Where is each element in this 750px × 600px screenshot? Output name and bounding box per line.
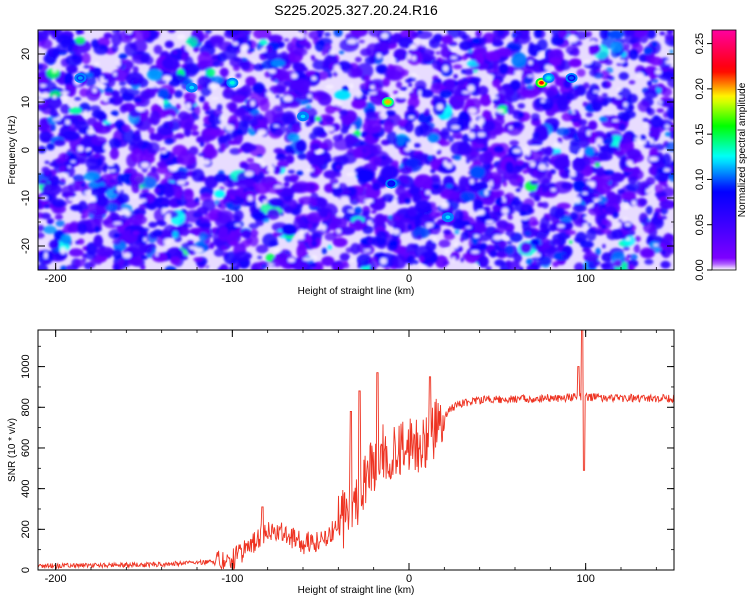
spectrogram-hotspot [441, 212, 454, 223]
spectrogram-blobs [38, 30, 674, 270]
snr-x-tick-label: -200 [45, 573, 67, 585]
snr-x-tick-label: 0 [406, 573, 412, 585]
spectrogram-hotspot [565, 73, 578, 83]
colorbar-tick-label: 0.05 [694, 214, 706, 235]
snr-x-tick-label: 100 [576, 573, 594, 585]
snr-x-tick-label: -100 [221, 573, 243, 585]
spectrogram-x-tick-label: -100 [221, 273, 243, 285]
spectrogram-hotspot [185, 82, 198, 93]
figure-title: S225.2025.327.20.24.R16 [274, 2, 438, 18]
spectrogram-hotspot [226, 77, 239, 88]
spectrogram-hotspot [297, 111, 309, 122]
spectrogram-x-tick-label: 0 [406, 273, 412, 285]
colorbar-label: Normalized spectral amplitude [737, 82, 748, 217]
colorbar-tick-label: 0.00 [694, 259, 706, 280]
snr-x-axis-label: Height of straight line (km) [298, 585, 415, 596]
spectrogram-y-tick-label: 10 [20, 96, 32, 108]
spectrogram-x-tick-label: 100 [576, 273, 594, 285]
spectrogram-y-axis-label: Frequency (Hz) [7, 116, 18, 185]
colorbar: 0.00 0.05 0.10 0.15 0.20 0.25 Normalized spec… [694, 29, 748, 281]
colorbar-tick-label: 0.10 [694, 169, 706, 190]
spectrogram-hotspot [385, 178, 398, 189]
snr-y-tick-label: 0 [20, 567, 32, 573]
snr-y-tick-label: 1000 [20, 354, 32, 378]
spectrogram-hotspot [381, 97, 394, 107]
snr-y-tick-label: 200 [20, 520, 32, 538]
spectrogram-y-tick-label: 20 [20, 48, 32, 60]
colorbar-tick-label: 0.25 [694, 33, 706, 54]
spectrogram-y-tick-label: -20 [20, 238, 32, 254]
colorbar-tick-label: 0.15 [694, 123, 706, 144]
snr-series-line [38, 330, 674, 570]
spectrogram-hotspot [542, 73, 555, 83]
spectrogram-y-tick-label: -10 [20, 190, 32, 206]
snr-y-axis-label: SNR (10 * v/v) [7, 418, 18, 482]
spectrogram-x-tick-label: -200 [45, 273, 67, 285]
snr-y-tick-label: 800 [20, 398, 32, 416]
spectrogram-x-axis-label: Height of straight line (km) [298, 286, 415, 297]
snr-frame [37, 329, 675, 571]
snr-y-tick-label: 400 [20, 479, 32, 497]
spectrogram-hotspot [74, 73, 87, 83]
colorbar-ticks: 0.00 0.05 0.10 0.15 0.20 0.25 [694, 33, 712, 281]
spectrogram-y-tick-label: 0 [20, 147, 32, 153]
colorbar-ramp [711, 29, 737, 271]
colorbar-tick-label: 0.20 [694, 78, 706, 99]
snr-y-tick-label: 600 [20, 439, 32, 457]
